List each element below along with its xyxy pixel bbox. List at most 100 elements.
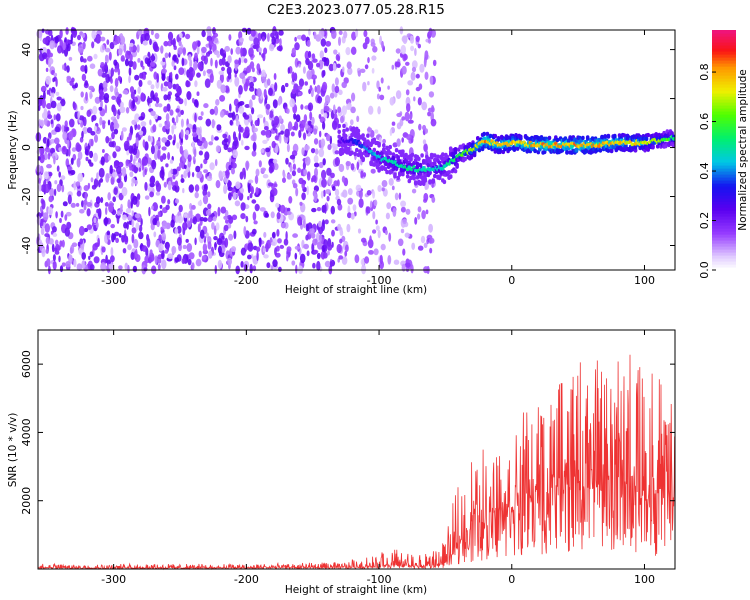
noise-blob <box>50 100 57 109</box>
noise-blob <box>62 42 66 51</box>
noise-blob <box>80 65 86 72</box>
spectrogram-marks <box>35 26 676 275</box>
noise-blob <box>268 87 273 96</box>
noise-blob <box>186 91 192 100</box>
noise-blob <box>121 186 128 197</box>
noise-blob <box>108 137 112 142</box>
noise-blob <box>149 249 153 256</box>
noise-blob <box>144 195 150 200</box>
noise-blob <box>294 252 298 260</box>
noise-blob <box>118 48 123 56</box>
signal-band-mark <box>547 135 552 141</box>
noise-blob <box>409 35 415 44</box>
noise-blob <box>44 223 50 233</box>
noise-blob <box>291 80 296 85</box>
noise-blob <box>167 152 171 160</box>
noise-blob <box>47 29 53 37</box>
noise-blob <box>165 113 170 122</box>
noise-blob <box>265 147 271 153</box>
noise-blob <box>196 91 200 96</box>
noise-blob <box>251 199 257 204</box>
noise-blob <box>129 42 134 47</box>
noise-blob <box>238 57 241 66</box>
colorbar-segment <box>712 144 736 148</box>
colorbar-segment <box>712 36 736 40</box>
noise-blob <box>107 155 111 161</box>
signal-band-mark <box>488 133 493 139</box>
noise-blob <box>150 90 155 100</box>
noise-blob <box>352 204 357 212</box>
noise-blob <box>60 175 66 181</box>
noise-blob <box>165 204 170 210</box>
noise-blob <box>309 111 313 121</box>
signal-band-mark <box>415 161 420 166</box>
noise-blob <box>341 175 346 183</box>
noise-blob <box>99 116 103 126</box>
noise-blob <box>258 160 262 168</box>
noise-blob <box>369 200 373 208</box>
noise-blob <box>52 232 58 237</box>
colorbar-segment <box>712 213 736 217</box>
signal-band-mark <box>437 175 442 180</box>
snr-panel: -300 -200 -100 0 100 2000 4000 6000 Height of … <box>7 329 676 596</box>
noise-blob <box>52 77 55 83</box>
noise-blob <box>217 259 223 269</box>
noise-blob <box>149 176 155 184</box>
noise-blob <box>116 166 122 175</box>
noise-blob <box>377 229 381 239</box>
signal-band-mark <box>598 148 603 153</box>
noise-blob <box>46 138 50 148</box>
noise-blob <box>59 29 63 39</box>
noise-blob <box>141 245 148 252</box>
noise-blob <box>113 68 119 73</box>
noise-blob <box>159 204 163 209</box>
noise-blob <box>191 204 196 210</box>
signal-band-mark <box>574 147 579 153</box>
noise-blob <box>254 119 259 127</box>
noise-blob <box>429 75 434 86</box>
noise-blob <box>140 60 144 68</box>
noise-blob <box>238 85 243 95</box>
noise-blob <box>301 147 305 156</box>
noise-blob <box>231 162 237 169</box>
noise-blob <box>320 250 326 260</box>
noise-blob <box>135 137 139 147</box>
noise-blob <box>112 233 117 240</box>
colorbar-segment <box>712 219 736 223</box>
signal-band-mark <box>340 150 345 156</box>
noise-blob <box>94 96 101 104</box>
noise-blob <box>49 147 56 154</box>
noise-blob <box>71 77 75 83</box>
noise-blob <box>422 139 427 145</box>
signal-band-mark <box>394 148 399 153</box>
noise-blob <box>154 255 158 265</box>
noise-blob <box>238 101 245 106</box>
noise-blob <box>232 192 237 200</box>
snr-y-tick-label: 2000 <box>20 487 33 515</box>
noise-blob <box>54 180 58 185</box>
noise-blob <box>306 185 309 196</box>
noise-blob <box>125 235 129 243</box>
noise-blob <box>360 258 365 266</box>
noise-blob <box>110 67 115 77</box>
noise-blob <box>243 226 247 236</box>
noise-blob <box>252 132 257 142</box>
noise-blob <box>297 91 302 96</box>
noise-blob <box>215 145 221 153</box>
noise-blob <box>378 86 382 92</box>
noise-blob <box>362 42 368 50</box>
noise-blob <box>203 169 209 174</box>
noise-blob <box>146 157 152 164</box>
noise-blob <box>133 238 139 249</box>
noise-blob <box>118 265 123 270</box>
spectrogram-x-tick-label: 100 <box>634 274 655 287</box>
spectrogram-x-tick-label: -100 <box>367 274 392 287</box>
noise-blob <box>417 43 421 49</box>
noise-blob <box>45 236 50 245</box>
noise-blob <box>93 152 98 162</box>
noise-blob <box>277 97 281 106</box>
noise-blob <box>47 152 51 160</box>
noise-blob <box>127 199 131 209</box>
colorbar-tick-label: 0.0 <box>698 261 711 279</box>
signal-band-mark <box>506 135 510 140</box>
